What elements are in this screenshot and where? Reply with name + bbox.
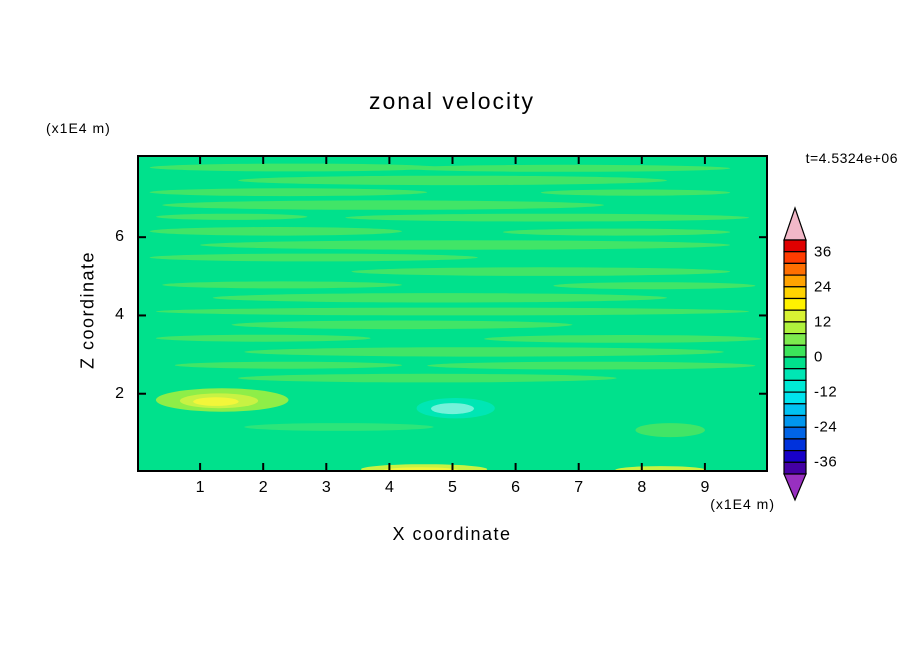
- y-tick-label: 6: [115, 228, 124, 246]
- plot-title: zonal velocity: [368, 88, 536, 114]
- x-units-label: (x1E4 m): [710, 496, 775, 512]
- timestamp-label: t=4.5324e+06: [805, 150, 898, 166]
- colorbar-tick-label: 24: [814, 278, 832, 296]
- x-tick-label: 7: [574, 479, 584, 496]
- colorbar-tick-label: 36: [814, 243, 832, 261]
- x-tick-label: 1: [195, 479, 205, 496]
- contour-plot: [137, 155, 768, 472]
- colorbar-tick-label: 12: [814, 313, 832, 331]
- x-tick-label: 3: [321, 479, 331, 496]
- colorbar-tick-label: -36: [814, 453, 838, 471]
- x-tick-label: 5: [448, 479, 457, 496]
- colorbar-tick-label: -12: [814, 383, 838, 401]
- y-tick-label: 4: [115, 306, 124, 324]
- x-tick-label: 6: [511, 479, 521, 496]
- y-units-label: (x1E4 m): [46, 120, 111, 136]
- y-tick-label: 2: [115, 384, 124, 402]
- x-tick-label: 9: [700, 479, 710, 496]
- x-tick-label: 2: [258, 479, 268, 496]
- x-axis-label: X coordinate: [392, 524, 512, 544]
- x-tick-label: 8: [637, 479, 647, 496]
- colorbar-tick-label: -24: [814, 418, 838, 436]
- y-axis-label: Z coordinate: [77, 250, 98, 370]
- colorbar-tick-label: 0: [814, 348, 823, 366]
- colorbar: [783, 206, 807, 502]
- x-tick-label: 4: [384, 479, 394, 496]
